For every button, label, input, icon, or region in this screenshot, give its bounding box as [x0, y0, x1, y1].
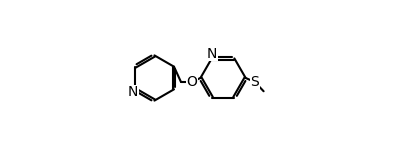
Text: N: N	[128, 85, 139, 99]
Text: O: O	[186, 75, 197, 89]
Text: S: S	[250, 75, 259, 89]
Text: N: N	[206, 47, 217, 61]
